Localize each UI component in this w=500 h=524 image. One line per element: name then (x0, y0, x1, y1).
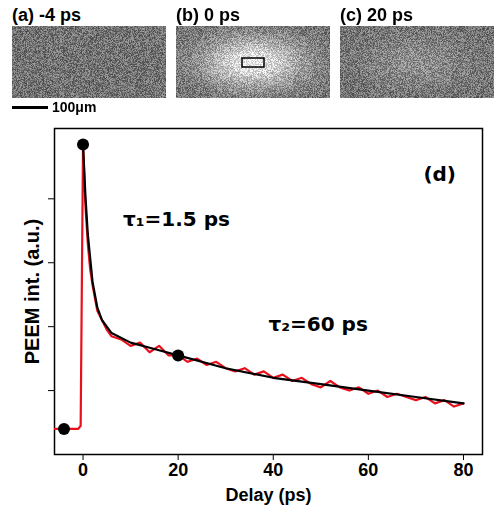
svg-text:Delay (ps): Delay (ps) (225, 485, 311, 505)
svg-text:60: 60 (358, 460, 378, 480)
html-text:(b) 0 ps: (b) 0 ps (176, 5, 240, 25)
svg-text:20: 20 (168, 460, 188, 480)
svg-text:τ₂=60 ps: τ₂=60 ps (269, 312, 368, 336)
svg-text:(d): (d) (423, 162, 456, 186)
html-text:100μm: 100μm (52, 99, 97, 115)
svg-text:τ₁=1.5 ps: τ₁=1.5 ps (123, 207, 230, 231)
svg-text:0: 0 (78, 460, 88, 480)
html-text:(a) -4 ps: (a) -4 ps (12, 5, 81, 25)
svg-text:40: 40 (263, 460, 283, 480)
svg-text:80: 80 (453, 460, 473, 480)
svg-text:PEEM int. (a.u.): PEEM int. (a.u.) (21, 219, 43, 365)
html-text:(c) 20 ps: (c) 20 ps (340, 5, 413, 25)
